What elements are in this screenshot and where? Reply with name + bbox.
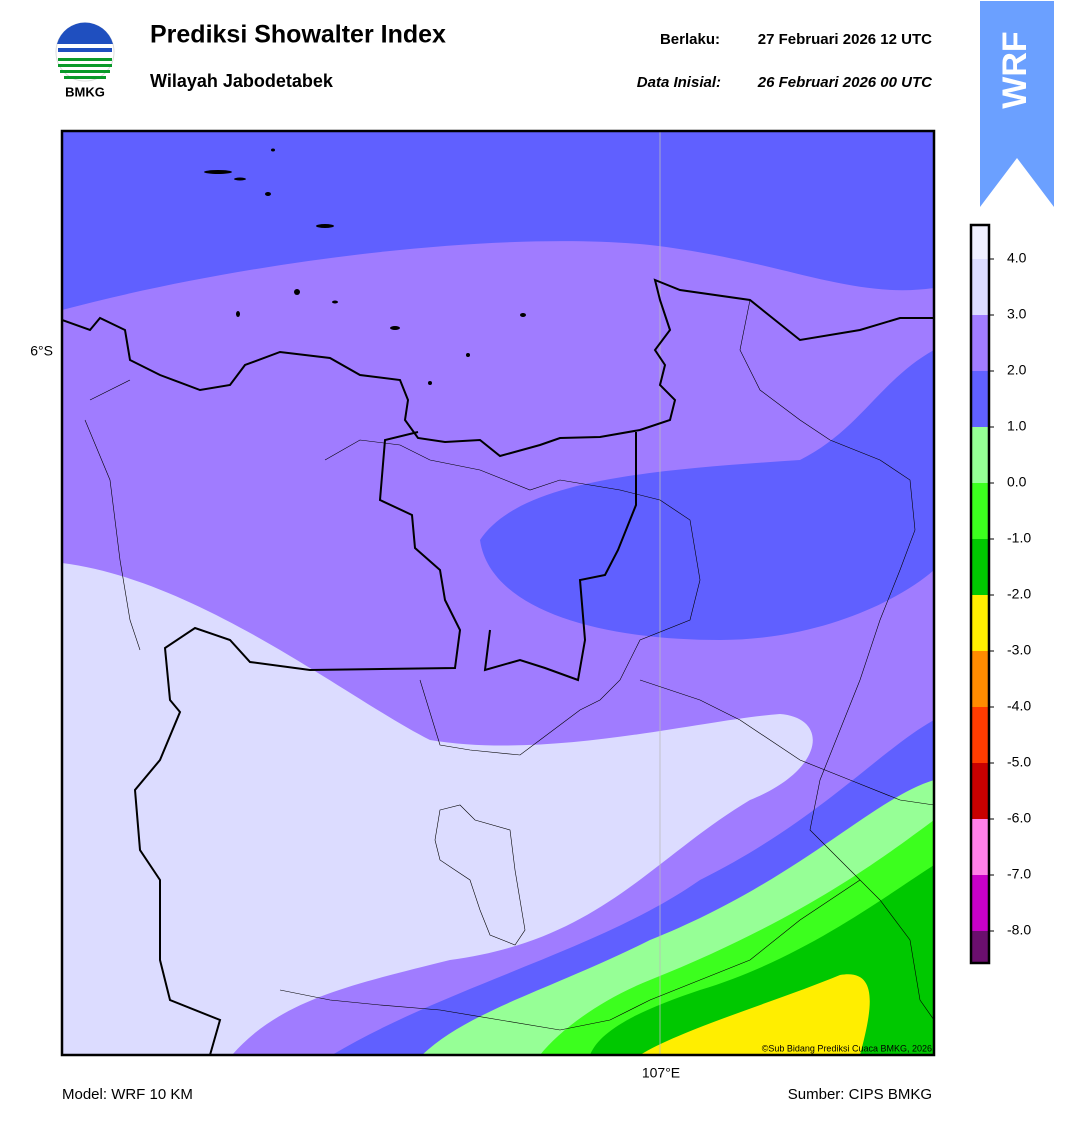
colorbar-bin — [971, 315, 989, 371]
logo-text: BMKG — [65, 84, 105, 99]
colorbar-bin — [971, 651, 989, 707]
colorbar-bin — [971, 763, 989, 819]
banner-text: WRF — [996, 31, 1034, 108]
colorbar-tick-label: 0.0 — [1007, 474, 1027, 490]
colorbar-bin — [971, 707, 989, 763]
colorbar-bin — [971, 371, 989, 427]
valid-time: 27 Februari 2026 12 UTC — [758, 31, 932, 48]
lon-label: 107°E — [642, 1065, 680, 1081]
colorbar-bin — [971, 225, 989, 259]
colorbar-bin — [971, 539, 989, 595]
title: Prediksi Showalter Index — [150, 21, 446, 49]
colorbar-bin — [971, 819, 989, 875]
colorbar-tick-label: -5.0 — [1007, 754, 1031, 770]
init-label: Data Inisial: — [637, 74, 721, 91]
footer-source: Sumber: CIPS BMKG — [788, 1086, 932, 1103]
colorbar-tick-label: -1.0 — [1007, 530, 1031, 546]
colorbar-tick-label: -7.0 — [1007, 866, 1031, 882]
colorbar-tick-label: 2.0 — [1007, 362, 1027, 378]
colorbar-bin — [971, 483, 989, 539]
init-time: 26 Februari 2026 00 UTC — [757, 74, 933, 91]
colorbar-bin — [971, 595, 989, 651]
colorbar-tick-label: -3.0 — [1007, 642, 1031, 658]
colorbar-bin — [971, 259, 989, 315]
map-field — [62, 131, 934, 1055]
colorbar-tick-label: 4.0 — [1007, 250, 1027, 266]
colorbar-tick-label: -8.0 — [1007, 922, 1031, 938]
colorbar-tick-label: -4.0 — [1007, 698, 1031, 714]
bmkg-logo — [55, 22, 115, 82]
banner — [980, 1, 1054, 207]
colorbar-tick-label: 3.0 — [1007, 306, 1027, 322]
footer-model: Model: WRF 10 KM — [62, 1086, 193, 1103]
colorbar-tick-label: -2.0 — [1007, 586, 1031, 602]
colorbar-bin — [971, 931, 989, 963]
colorbar-frame — [969, 223, 991, 965]
colorbar-tick-label: -6.0 — [1007, 810, 1031, 826]
colorbar-tick-label: 1.0 — [1007, 418, 1027, 434]
subtitle: Wilayah Jabodetabek — [150, 71, 334, 91]
copyright: ©Sub Bidang Prediksi Cuaca BMKG, 2026 — [762, 1043, 932, 1053]
colorbar-bin — [971, 875, 989, 931]
colorbar-bin — [971, 427, 989, 483]
map-frame — [60, 129, 936, 1057]
valid-label: Berlaku: — [660, 31, 720, 48]
lat-label: 6°S — [30, 343, 53, 359]
